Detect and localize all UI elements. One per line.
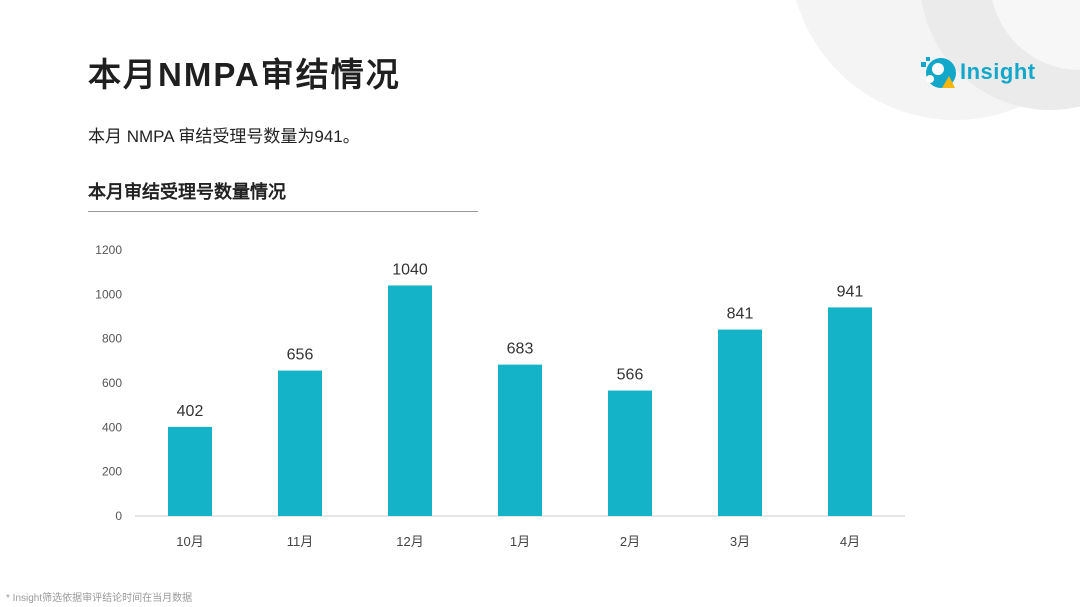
y-tick-label: 400 (102, 420, 122, 434)
x-tick-label: 12月 (396, 534, 423, 549)
bar (608, 390, 652, 516)
bar-value-label: 1040 (392, 261, 428, 278)
bars-group (168, 285, 872, 516)
y-tick-label: 1200 (95, 243, 122, 257)
logo-text: Insight (960, 59, 1036, 84)
value-labels-group: 402 656 1040 683 566 841 941 (177, 261, 864, 419)
bar (718, 329, 762, 516)
bar-value-label: 656 (287, 347, 314, 364)
bar-value-label: 683 (507, 341, 534, 358)
x-tick-label: 11月 (287, 534, 314, 549)
y-tick-label: 800 (102, 332, 122, 346)
x-axis: 10月 11月 12月 1月 2月 3月 4月 (176, 534, 860, 549)
bar (388, 285, 432, 516)
bar (278, 370, 322, 516)
bar-value-label: 841 (727, 306, 754, 323)
bar (828, 307, 872, 516)
footnote: * Insight筛选依据审评结论时间在当月数据 (6, 593, 193, 604)
y-tick-label: 1000 (95, 287, 122, 301)
insight-logo-icon (921, 57, 956, 88)
x-tick-label: 2月 (620, 534, 640, 549)
bar-chart: 0 200 400 600 800 1000 1200 402 656 1040 683 566 84… (95, 243, 905, 549)
bar (498, 364, 542, 516)
chart-title: 本月审结受理号数量情况 (88, 182, 286, 202)
y-axis: 0 200 400 600 800 1000 1200 (95, 243, 122, 523)
bar-value-label: 566 (617, 367, 644, 384)
summary-text: 本月 NMPA 审结受理号数量为941。 (88, 127, 360, 146)
x-tick-label: 4月 (840, 534, 860, 549)
y-tick-label: 200 (102, 465, 122, 479)
title-divider (88, 211, 478, 212)
insight-logo: Insight (918, 52, 1036, 92)
bar-value-label: 941 (837, 283, 864, 300)
x-tick-label: 3月 (730, 534, 750, 549)
x-tick-label: 10月 (176, 534, 203, 549)
bar-value-label: 402 (177, 403, 204, 420)
bar (168, 426, 212, 516)
x-tick-label: 1月 (510, 534, 530, 549)
y-tick-label: 0 (115, 509, 122, 523)
y-tick-label: 600 (102, 376, 122, 390)
page-title: 本月NMPA审结情况 (88, 56, 401, 93)
